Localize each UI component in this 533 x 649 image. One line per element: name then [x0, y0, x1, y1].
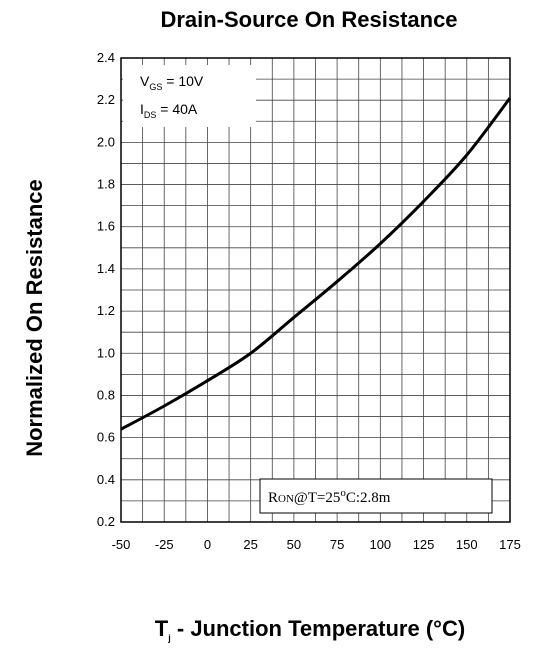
condition-vgs-value: = 10V — [162, 73, 204, 89]
y-tick-label: 2.4 — [97, 50, 115, 65]
y-tick-label: 2.0 — [97, 134, 115, 149]
condition-vgs: VGS = 10V — [140, 73, 204, 92]
ron-note-box — [259, 478, 493, 514]
y-tick-label: 0.4 — [97, 472, 115, 487]
condition-ids-value: = 40A — [156, 101, 198, 117]
x-tick-label: -50 — [112, 537, 131, 552]
y-tick-label: 0.6 — [97, 430, 115, 445]
ron-note-suffix: C:2.8m — [346, 490, 391, 506]
ron-note-sup: o — [340, 487, 346, 499]
x-tick-label: 125 — [413, 537, 435, 552]
conditions-annotation: VGS = 10V IDS = 40A — [123, 65, 256, 127]
x-tick-label: 75 — [330, 537, 344, 552]
x-axis-title: Tj - Junction Temperature (°C) — [155, 616, 465, 643]
series-line — [120, 97, 512, 431]
condition-ids-main: I — [140, 101, 144, 117]
y-tick-label: 1.2 — [97, 303, 115, 318]
plot-frame — [120, 57, 511, 523]
ron-note: RON@T=25oC:2.8m — [259, 478, 493, 514]
x-axis-title-sub: j — [167, 633, 171, 643]
y-tick-label: 1.8 — [97, 177, 115, 192]
ron-note-main: @T=25 — [294, 490, 340, 506]
y-tick-label: 0.8 — [97, 387, 115, 402]
ron-note-text: RON@T=25oC:2.8m — [268, 487, 391, 506]
y-tick-label: 0.2 — [97, 514, 115, 529]
y-tick-label: 1.0 — [97, 345, 115, 360]
ron-note-prefix: R — [268, 490, 278, 506]
condition-vgs-sub: GS — [149, 82, 162, 92]
x-tick-label: 100 — [369, 537, 391, 552]
x-tick-label: 150 — [456, 537, 478, 552]
x-axis-title-rest: - Junction Temperature (°C) — [171, 616, 465, 641]
x-tick-label: 50 — [287, 537, 301, 552]
x-tick-label: 175 — [499, 537, 521, 552]
x-axis-title-main: T — [155, 616, 169, 641]
chart-title: Drain-Source On Resistance — [160, 7, 457, 32]
ron-note-small: ON — [278, 493, 294, 505]
y-tick-label: 2.2 — [97, 92, 115, 107]
series-layer — [120, 97, 512, 431]
x-tick-label: 0 — [204, 537, 211, 552]
y-tick-labels: 0.2 0.4 0.6 0.8 1.0 1.2 1.4 1.6 1.8 2.0 2.2 2.4 — [97, 50, 115, 529]
y-tick-label: 1.6 — [97, 219, 115, 234]
plot-grid — [120, 57, 511, 523]
y-axis-title: Normalized On Resistance — [22, 179, 47, 457]
x-tick-label: -25 — [155, 537, 174, 552]
x-tick-labels: -50 -25 0 25 50 75 100 125 150 175 — [112, 537, 521, 552]
conditions-box — [123, 65, 256, 127]
condition-ids: IDS = 40A — [140, 101, 198, 120]
x-tick-label: 25 — [243, 537, 257, 552]
condition-ids-sub: DS — [144, 110, 157, 120]
condition-vgs-main: V — [140, 73, 150, 89]
y-tick-label: 1.4 — [97, 261, 115, 276]
